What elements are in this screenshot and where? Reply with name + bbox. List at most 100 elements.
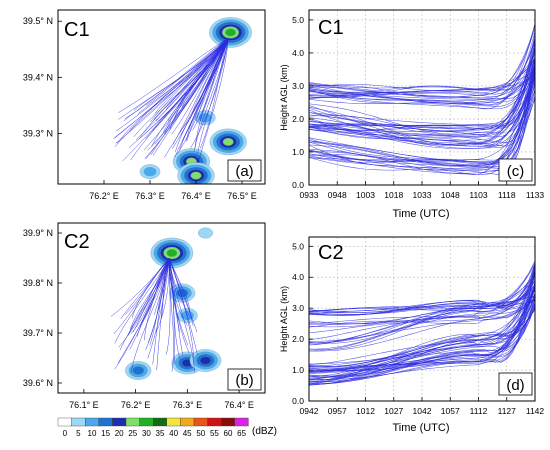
panel-d-xtick-label-6: 1112	[470, 406, 488, 416]
panel-b-xtick-label-2: 76.3° E	[173, 400, 203, 410]
panel-a-ticks: 76.2° E 76.3° E 76.4° E 76.5° E 39.3° N 39.4°…	[23, 16, 257, 201]
panel-d-ytick-label-2: 2.0	[292, 334, 304, 344]
panel-a-xtick-label-0: 76.2° E	[89, 191, 119, 201]
panel-b-ytick-label-2: 39.8° N	[23, 278, 53, 288]
panel-d-series-68	[309, 264, 535, 372]
panel-c-series-22	[309, 58, 535, 94]
colorbar-label-65: 65	[237, 429, 246, 438]
panel-d-series-36	[309, 288, 535, 377]
panel-c-series-48	[309, 70, 535, 149]
panel-c-series-17	[309, 75, 535, 91]
panel-d-series-63	[309, 294, 535, 369]
panel-c-series-3	[309, 31, 535, 106]
colorbar-unit: (dBZ)	[252, 426, 277, 437]
colorbar-label-45: 45	[183, 429, 192, 438]
panel-a: 76.2° E 76.3° E 76.4° E 76.5° E 39.3° N 39.4°…	[23, 9, 266, 201]
panel-a-trajectory-48	[114, 37, 229, 139]
colorbar-label-40: 40	[169, 429, 178, 438]
panel-b-label-box	[227, 368, 262, 391]
panel-a-trajectory-60	[147, 37, 229, 151]
panel-b-trajectory-44	[114, 257, 170, 370]
panel-a-xtick-label-3: 76.5° E	[227, 191, 257, 201]
panel-c-series-35	[309, 63, 535, 138]
colorbar-label-55: 55	[210, 429, 219, 438]
panel-a-cell-3-contour-25	[190, 171, 202, 180]
panel-d-series-58	[309, 270, 535, 386]
panel-a-trajectory-38	[192, 37, 229, 131]
panel-a-trajectory-57	[176, 37, 229, 155]
panel-d-xlabel: Time (UTC)	[392, 422, 449, 434]
panel-a-trajectory-59	[145, 37, 229, 160]
colorbar-label-60: 60	[224, 429, 233, 438]
panel-a-cell-2-contour-25	[222, 138, 234, 146]
panel-c-series-49	[309, 70, 535, 147]
panel-b-xtick-label-1: 76.2° E	[121, 400, 151, 410]
panel-a-trajectory-69	[150, 37, 229, 123]
panel-d-xtick-label-1: 0957	[328, 406, 347, 416]
panel-d-ytick-label-4: 4.0	[292, 272, 304, 282]
panel-b-trajectory-1	[156, 257, 170, 371]
panel-c-series-68	[309, 78, 535, 172]
panel-d-series-54	[309, 305, 535, 383]
panel-b-trajectory-38	[131, 257, 170, 319]
panel-b-ytick-label-3: 39.9° N	[23, 228, 53, 238]
panel-d-ytick-label-3: 3.0	[292, 303, 304, 313]
panel-b-cell-3-contour-20	[199, 356, 212, 365]
panel-c-series-16	[309, 69, 535, 100]
panel-d-xtick-label-2: 1012	[356, 406, 375, 416]
panel-c-xtick-label-4: 1033	[413, 190, 432, 200]
panel-d-ticks: 0942 0957 1012 1027 1042 1057 1112 1127 1142 0.0 1…	[292, 241, 544, 416]
panel-a-label-box	[227, 159, 262, 182]
panel-d-series-5	[309, 277, 535, 313]
panel-d-series-50	[309, 288, 535, 383]
colorbar-label-10: 10	[88, 429, 97, 438]
colorbar-swatch-10	[84, 417, 99, 427]
panel-a-frame	[57, 9, 266, 185]
panel-b-trajectory-23	[168, 257, 174, 372]
colorbar: 0 5 10 15 20 25 30 35 40 45 50 55 60 65 (dBZ)	[57, 417, 277, 438]
panel-d-series-10	[309, 295, 535, 312]
panel-c-series-38	[309, 46, 535, 131]
panel-c-series-23	[309, 59, 535, 100]
panel-b-frame	[57, 222, 266, 394]
colorbar-swatch-50	[193, 417, 208, 427]
panel-c-ytick-label-5: 5.0	[292, 15, 304, 25]
panel-c-xlabel: Time (UTC)	[392, 208, 449, 220]
panel-a-trajectory-21	[190, 38, 229, 149]
panel-c-series-60	[309, 88, 535, 170]
panel-d-series-69	[309, 304, 535, 377]
panel-d: 0942 0957 1012 1027 1042 1057 1112 1127 1142 0.0 1…	[279, 236, 544, 434]
colorbar-swatches	[57, 417, 249, 427]
panel-c-series-50	[309, 59, 535, 147]
panel-d-series-60	[309, 289, 535, 385]
panel-c-series-20	[309, 72, 535, 110]
panel-c-series-44	[309, 64, 535, 149]
panel-c-xtick-label-7: 1118	[498, 190, 516, 200]
colorbar-swatch-35	[152, 417, 167, 427]
panel-d-series-52	[309, 281, 535, 380]
panel-c-series-10	[309, 23, 535, 110]
panel-d-xtick-label-3: 1027	[384, 406, 403, 416]
panel-c-series-14	[309, 28, 535, 91]
panel-d-series-28	[309, 275, 535, 352]
panel-c-ytick-label-1: 1.0	[292, 147, 304, 157]
panel-a-trajectory-40	[198, 38, 229, 162]
panel-b-ticks: 76.1° E 76.2° E 76.3° E 76.4° E 39.6° N 39.7°…	[23, 228, 254, 410]
panel-c-xtick-label-5: 1048	[441, 190, 460, 200]
panel-b-trajectory-40	[147, 257, 170, 359]
panel-c-xtick-label-0: 0933	[300, 190, 319, 200]
panel-a-trajectory-63	[200, 37, 229, 149]
panel-c-series-13	[309, 25, 535, 98]
panel-d-case-title: C2	[318, 242, 344, 264]
panel-c-series-64	[309, 98, 535, 169]
panel-b-case-title: C2	[64, 231, 90, 253]
panel-a-trajectory-49	[174, 37, 229, 158]
panel-d-series-67	[309, 299, 535, 371]
panel-d-series-26	[309, 298, 535, 328]
panel-c-series-45	[309, 47, 535, 138]
panel-a-trajectory-67	[163, 37, 229, 133]
panel-c-ytick-label-4: 4.0	[292, 48, 304, 58]
panel-a-case-title: C1	[64, 19, 90, 41]
panel-c-ytick-label-2: 2.0	[292, 114, 304, 124]
panel-c-series-12	[309, 70, 535, 104]
